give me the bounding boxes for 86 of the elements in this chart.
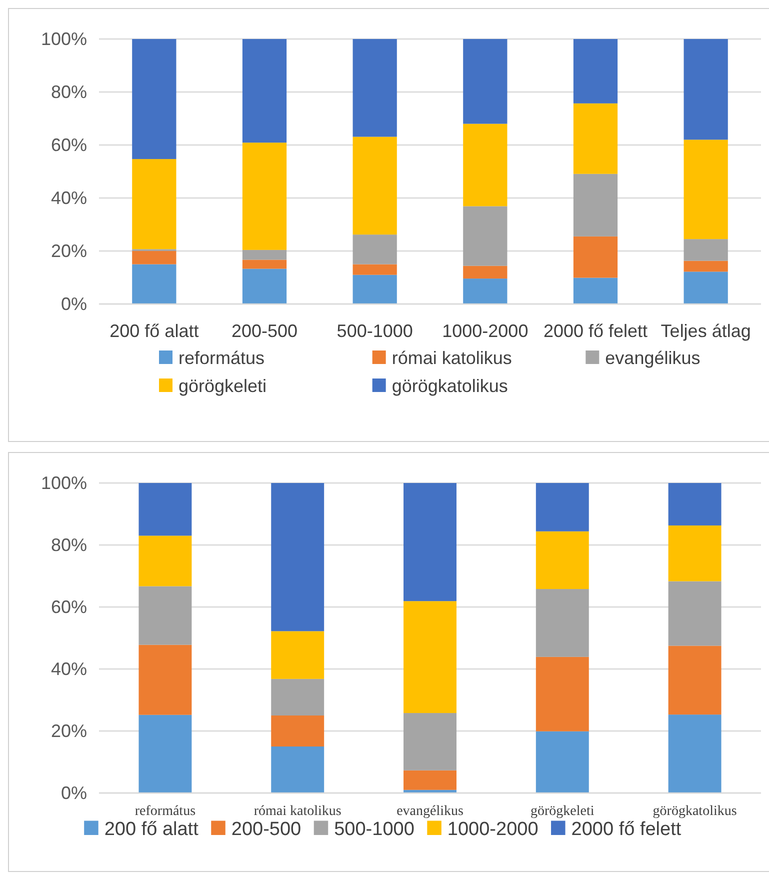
x-tick-label: görögkatolikus <box>652 804 737 819</box>
bar <box>352 39 397 137</box>
x-tick-label: görögkeleti <box>530 804 594 819</box>
y-tick-label: 100% <box>40 472 87 493</box>
bar <box>352 234 397 264</box>
bar <box>132 39 176 160</box>
bar <box>536 483 589 532</box>
bar <box>463 39 508 124</box>
x-tick-label: evangélikus <box>396 804 464 819</box>
y-tick-label: 60% <box>50 134 87 155</box>
bar <box>138 536 192 586</box>
bar <box>404 483 456 602</box>
bar <box>463 206 508 266</box>
legend-label: 500-1000 <box>334 819 414 840</box>
bar <box>668 525 722 582</box>
bar <box>668 646 722 715</box>
y-tick-label: 60% <box>50 596 87 617</box>
bar <box>668 483 722 526</box>
bar <box>132 264 176 304</box>
bar <box>271 631 324 679</box>
y-tick-label: 80% <box>50 534 87 555</box>
y-tick-label: 100% <box>40 28 87 49</box>
bar <box>463 124 508 206</box>
bar <box>271 716 324 746</box>
bar <box>138 644 192 715</box>
bar <box>684 272 728 304</box>
bar <box>573 103 618 174</box>
legend-label: görögkeleti <box>178 376 267 396</box>
bar <box>271 483 324 632</box>
y-tick-label: 0% <box>60 782 87 803</box>
bar <box>352 136 397 235</box>
bar <box>138 714 192 793</box>
bar <box>536 531 589 590</box>
legend-label: 200-500 <box>231 819 302 840</box>
y-tick-label: 0% <box>60 294 87 314</box>
x-tick-label: 500-1000 <box>336 320 413 341</box>
bar <box>536 731 589 793</box>
bar <box>242 142 287 250</box>
bar <box>463 266 508 279</box>
bar <box>271 746 324 793</box>
legend-label: görögkatolikus <box>392 376 508 396</box>
x-tick-label: 2000 fő felett <box>543 320 648 341</box>
bar <box>352 274 397 304</box>
bar <box>242 260 287 269</box>
bar <box>352 264 397 275</box>
bar <box>573 39 618 104</box>
legend-label: 1000-2000 <box>447 819 538 840</box>
bar <box>138 483 192 536</box>
bar <box>132 251 176 264</box>
legend-label: 200 fő alatt <box>104 819 200 840</box>
bar <box>404 770 456 790</box>
x-tick-label: református <box>134 804 196 819</box>
bar <box>573 236 618 278</box>
x-tick-label: 200-500 <box>231 320 298 341</box>
bar <box>573 278 618 304</box>
legend-label: református <box>178 348 265 368</box>
y-tick-label: 20% <box>50 720 87 741</box>
bar <box>463 278 508 304</box>
bar <box>242 268 287 304</box>
legend-label: evangélikus <box>605 348 700 368</box>
bar <box>242 250 287 260</box>
bar <box>404 601 456 714</box>
y-tick-label: 40% <box>50 188 87 208</box>
y-tick-label: 40% <box>50 658 87 679</box>
x-tick-label: római katolikus <box>254 804 342 819</box>
y-tick-label: 20% <box>50 240 87 261</box>
y-tick-label: 80% <box>50 82 87 102</box>
bar <box>668 581 722 646</box>
x-tick-label: 200 fő alatt <box>110 320 199 341</box>
bar <box>242 39 287 143</box>
bar <box>536 656 589 732</box>
bar <box>684 140 728 240</box>
bar <box>684 260 728 272</box>
bar <box>132 159 176 250</box>
bar <box>271 678 324 716</box>
bar <box>668 714 722 793</box>
legend-label: 2000 fő felett <box>571 819 682 840</box>
bar <box>684 239 728 261</box>
bar <box>536 589 589 657</box>
bar <box>404 713 456 770</box>
x-tick-label: 1000-2000 <box>442 320 528 341</box>
bar <box>573 174 618 236</box>
bar <box>684 39 728 140</box>
bar <box>138 586 192 645</box>
x-tick-label: Teljes átlag <box>660 320 751 341</box>
legend-label: római katolikus <box>392 348 512 368</box>
